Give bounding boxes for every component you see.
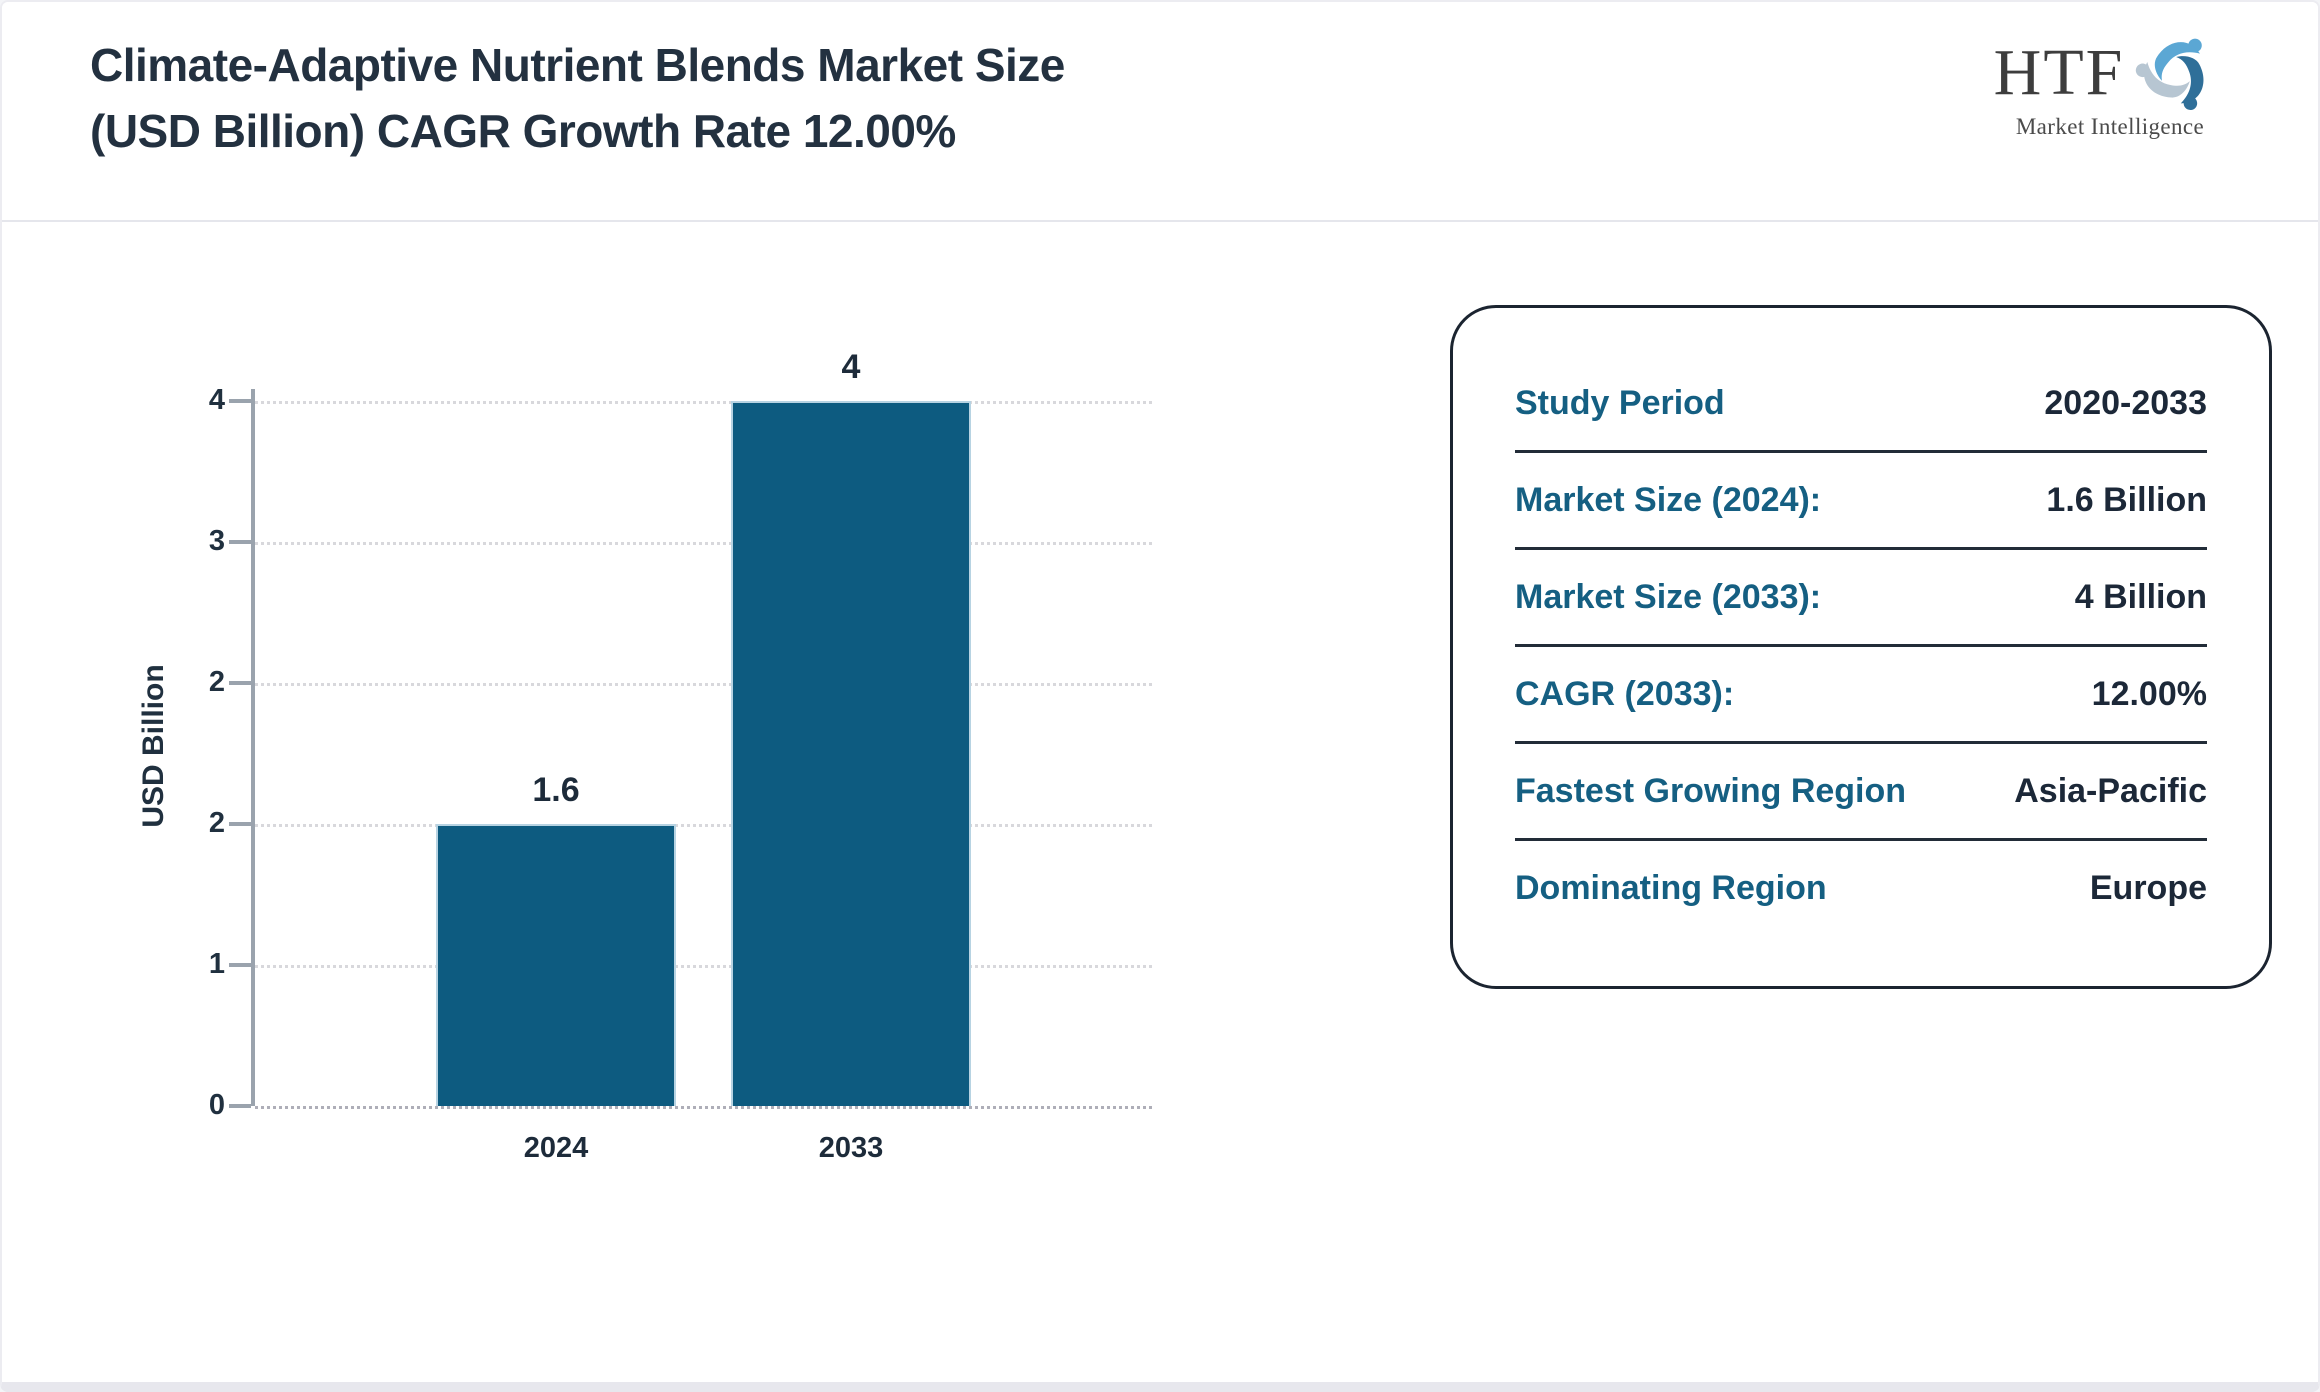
gridline — [255, 542, 1152, 545]
bar-chart-plot: 4 3 2 2 1 0 1.6 2024 4 2033 — [209, 348, 1152, 1164]
summary-value: 1.6 Billion — [2046, 480, 2207, 519]
summary-label: Study Period — [1515, 383, 1725, 422]
page-title-line2: (USD Billion) CAGR Growth Rate 12.00% — [90, 105, 956, 157]
summary-row-cagr: CAGR (2033): 12.00% — [1515, 647, 2207, 744]
header: Climate-Adaptive Nutrient Blends Market … — [2, 2, 2318, 222]
summary-row-dominating-region: Dominating Region Europe — [1515, 841, 2207, 935]
x-tick-label-2033: 2033 — [818, 1132, 884, 1164]
summary-row-study-period: Study Period 2020-2033 — [1515, 356, 2207, 453]
y-tick-mark — [229, 399, 251, 403]
y-tick-mark — [229, 1104, 251, 1108]
bar-group-2033: 4 2033 — [731, 348, 971, 1164]
x-tick-label-2024: 2024 — [523, 1132, 589, 1164]
gridline — [255, 965, 1152, 968]
bar-2024 — [436, 824, 676, 1106]
y-tick-label: 4 — [208, 383, 225, 416]
y-tick-label: 2 — [208, 665, 225, 698]
logo-row: HTF — [1980, 28, 2240, 118]
y-tick-mark — [229, 540, 251, 544]
gridline — [255, 401, 1152, 404]
summary-row-market-size-2024: Market Size (2024): 1.6 Billion — [1515, 453, 2207, 550]
bar-value-2033: 4 — [841, 348, 861, 386]
summary-label: Market Size (2024): — [1515, 480, 1822, 519]
summary-value: Europe — [2089, 868, 2207, 907]
logo-subtitle: Market Intelligence — [2015, 114, 2205, 139]
summary-value: 4 Billion — [2074, 577, 2207, 616]
summary-row-fastest-growing-region: Fastest Growing Region Asia-Pacific — [1515, 744, 2207, 841]
summary-label: Market Size (2033): — [1515, 577, 1822, 616]
htf-logo: HTF — [1980, 28, 2240, 140]
three-figures-swirl-icon — [2136, 38, 2204, 111]
summary-value: Asia-Pacific — [2014, 771, 2207, 810]
y-tick-label: 3 — [208, 524, 225, 557]
summary-label: Fastest Growing Region — [1515, 771, 1907, 810]
y-tick-mark — [229, 681, 251, 685]
y-tick-mark — [229, 963, 251, 967]
gridline — [255, 824, 1152, 827]
summary-label: Dominating Region — [1515, 868, 1827, 907]
summary-card: Study Period 2020-2033 Market Size (2024… — [1450, 305, 2272, 989]
bar-group-2024: 1.6 2024 — [436, 401, 676, 1164]
summary-label: CAGR (2033): — [1515, 674, 1735, 713]
y-tick-label: 0 — [208, 1088, 225, 1121]
page-title-line1: Climate-Adaptive Nutrient Blends Market … — [90, 39, 1065, 91]
y-axis-title: USD Billion — [137, 664, 170, 828]
summary-row-market-size-2033: Market Size (2033): 4 Billion — [1515, 550, 2207, 647]
y-axis-line — [251, 389, 255, 1106]
y-tick-label: 1 — [208, 947, 225, 980]
bar-value-2024: 1.6 — [532, 771, 580, 809]
page-title: Climate-Adaptive Nutrient Blends Market … — [90, 32, 1065, 164]
summary-value: 12.00% — [2091, 674, 2207, 713]
bar-2033 — [731, 401, 971, 1106]
x-axis-baseline — [255, 1106, 1152, 1109]
logo-brand-text: HTF — [1993, 36, 2125, 109]
summary-value: 2020-2033 — [2044, 383, 2207, 422]
y-tick-mark — [229, 822, 251, 826]
gridline — [255, 683, 1152, 686]
y-tick-label: 2 — [208, 806, 225, 839]
